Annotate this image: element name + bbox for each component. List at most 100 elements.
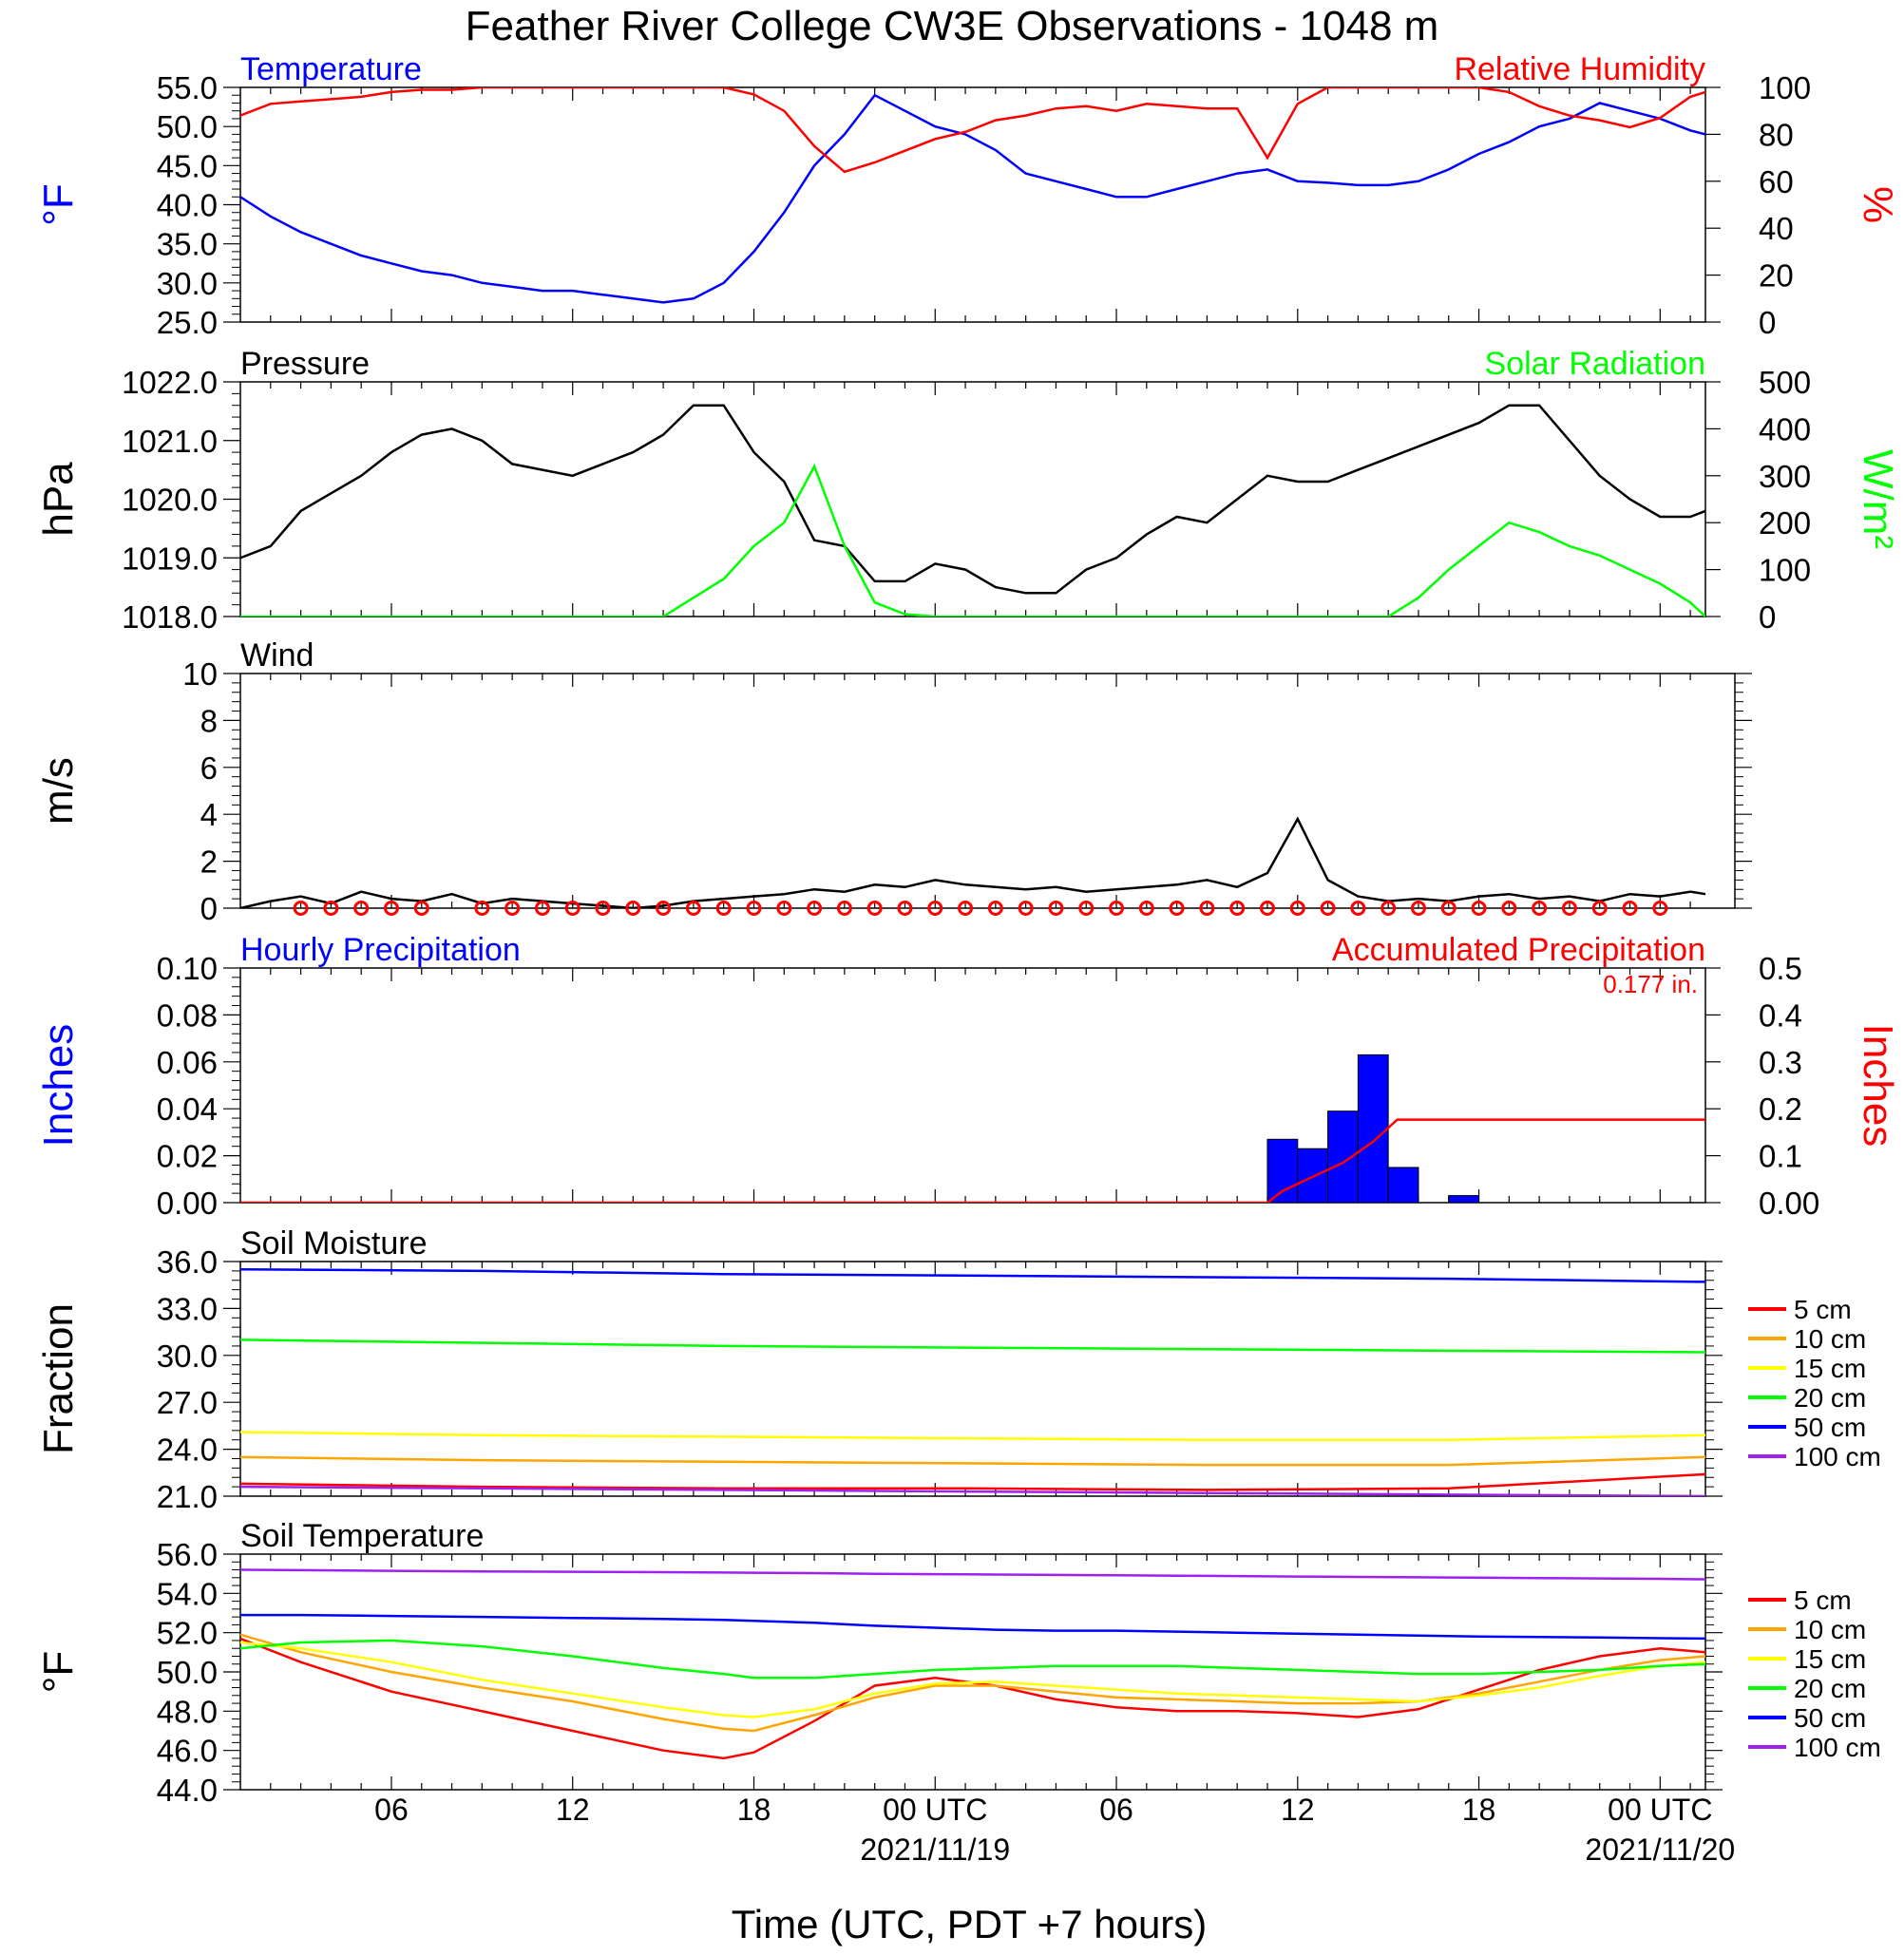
x-tick-label: 00 UTC — [1608, 1793, 1712, 1827]
panel-temp_rh: 25.0 30.0 35.0 40.0 45.0 50.0 55.0 0 20 40 60 80 100… — [35, 51, 1901, 340]
y-tick-label: 45.0 — [157, 148, 218, 183]
wind-barb-marker — [1320, 901, 1336, 916]
wind-barb-marker — [1109, 901, 1125, 916]
x-tick-label: 06 — [374, 1793, 409, 1827]
wind-barb-marker — [625, 901, 641, 916]
wind-barb-marker — [1078, 901, 1095, 916]
wind-barb-marker — [1199, 901, 1215, 916]
y-right-tick-label: 100 — [1759, 553, 1811, 588]
y-tick-label: 8 — [200, 703, 218, 738]
y-right-tick-label: 400 — [1759, 411, 1811, 446]
wind-barb-marker — [897, 901, 913, 916]
y-tick-label: 0.06 — [157, 1045, 218, 1080]
x-date-label: 2021/11/19 — [860, 1832, 1010, 1867]
y-tick-label: 48.0 — [157, 1694, 218, 1729]
series-line-5-cm — [240, 1637, 1705, 1760]
plot-frame — [239, 967, 1706, 1204]
plot-area — [240, 1267, 1705, 1496]
x-tick-label: 18 — [737, 1793, 771, 1827]
series-line-50-cm — [240, 1613, 1705, 1641]
wind-barb-marker — [505, 901, 521, 916]
panel-soil_temp: 44.0 46.0 48.0 50.0 52.0 54.0 56.0 Soil Tempera… — [35, 1518, 1881, 1808]
y-axis-label-left: °F — [35, 183, 82, 225]
legend-label: 100 cm — [1794, 1733, 1881, 1762]
y-right-tick-label: 100 — [1759, 70, 1811, 105]
wind-barb-marker — [534, 901, 550, 916]
legend-label: 5 cm — [1794, 1295, 1852, 1324]
y-right-tick-label: 0.3 — [1759, 1045, 1802, 1080]
y-tick-label: 44.0 — [157, 1773, 218, 1808]
plot-frame — [239, 673, 1736, 909]
wind-barb-marker — [1380, 901, 1397, 916]
wind-barb-marker — [1229, 901, 1246, 916]
plot-area — [240, 816, 1706, 908]
wind-barb-marker — [413, 901, 429, 916]
legend-label: 20 cm — [1794, 1674, 1866, 1703]
wind-barb-marker — [1138, 901, 1154, 916]
y-tick-label: 1022.0 — [122, 365, 218, 400]
wind-barb-marker — [323, 901, 339, 916]
y-axis-label-right: Inches — [1855, 1024, 1901, 1148]
x-tick-label: 06 — [1099, 1793, 1133, 1827]
y-tick-label: 1018.0 — [122, 599, 218, 635]
series-line-50-cm — [240, 1267, 1705, 1283]
series-line-100-cm — [240, 1568, 1705, 1581]
plot-area — [240, 404, 1705, 617]
y-tick-label: 50.0 — [157, 109, 218, 144]
y-right-tick-label: 40 — [1759, 211, 1794, 246]
x-tick-label: 12 — [1281, 1793, 1315, 1827]
legend-label: 15 cm — [1794, 1644, 1866, 1674]
y-tick-label: 0.00 — [157, 1186, 218, 1221]
y-tick-label: 0.04 — [157, 1091, 218, 1127]
y-tick-label: 0 — [200, 891, 218, 926]
y-tick-label: 52.0 — [157, 1616, 218, 1651]
y-tick-label: 0.08 — [157, 997, 218, 1033]
series-line-temperature — [240, 93, 1705, 304]
series-line-pressure — [240, 404, 1705, 595]
series-line-accumulated-precipitation — [240, 1118, 1705, 1203]
y-right-tick-label: 0.1 — [1759, 1139, 1802, 1174]
wind-barb-marker — [746, 901, 762, 916]
legend-label: 5 cm — [1794, 1585, 1852, 1615]
plot-area — [240, 1053, 1705, 1203]
wind-barb-marker — [807, 901, 823, 916]
accum-precip-annotation: 0.177 in. — [1603, 970, 1698, 998]
y-tick-label: 24.0 — [157, 1433, 218, 1468]
y-right-tick-label: 0.00 — [1759, 1186, 1819, 1221]
wind-barb-marker — [776, 901, 792, 916]
precip-bar — [1266, 1138, 1299, 1203]
y-tick-label: 35.0 — [157, 227, 218, 262]
wind-barb-marker — [1169, 901, 1185, 916]
wind-barb-marker — [1350, 901, 1366, 916]
y-axis-label-left: °F — [35, 1651, 82, 1693]
y-right-tick-label: 20 — [1759, 258, 1794, 294]
y-axis-label-left: Fraction — [35, 1303, 82, 1454]
wind-barb-marker — [685, 901, 701, 916]
panel-pres_solar: 1018.0 1019.0 1020.0 1021.0 1022.0 0 100 200 300… — [35, 346, 1901, 635]
y-right-tick-label: 0 — [1759, 599, 1776, 635]
y-tick-label: 40.0 — [157, 188, 218, 223]
y-tick-label: 54.0 — [157, 1576, 218, 1611]
panel-title-left: Hourly Precipitation — [240, 932, 521, 968]
series-line-solar-radiation — [240, 463, 1705, 617]
wind-barb-marker — [1532, 901, 1548, 916]
wind-barb-marker — [656, 901, 672, 916]
x-axis-label: Time (UTC, PDT +7 hours) — [732, 1902, 1208, 1946]
y-tick-label: 55.0 — [157, 70, 218, 105]
y-tick-label: 50.0 — [157, 1655, 218, 1690]
series-line-5-cm — [240, 1472, 1705, 1491]
y-tick-label: 1021.0 — [122, 424, 218, 459]
y-tick-label: 46.0 — [157, 1734, 218, 1769]
y-tick-label: 1019.0 — [122, 541, 218, 576]
y-tick-label: 30.0 — [157, 266, 218, 301]
precip-bar — [1448, 1195, 1480, 1203]
y-right-tick-label: 0.4 — [1759, 997, 1802, 1033]
y-tick-label: 6 — [200, 750, 218, 786]
panel-title-right: Relative Humidity — [1454, 51, 1705, 87]
y-tick-label: 2 — [200, 845, 218, 880]
y-right-tick-label: 0 — [1759, 305, 1776, 340]
y-axis-label-left: m/s — [35, 757, 82, 825]
wind-barb-marker — [866, 901, 883, 916]
